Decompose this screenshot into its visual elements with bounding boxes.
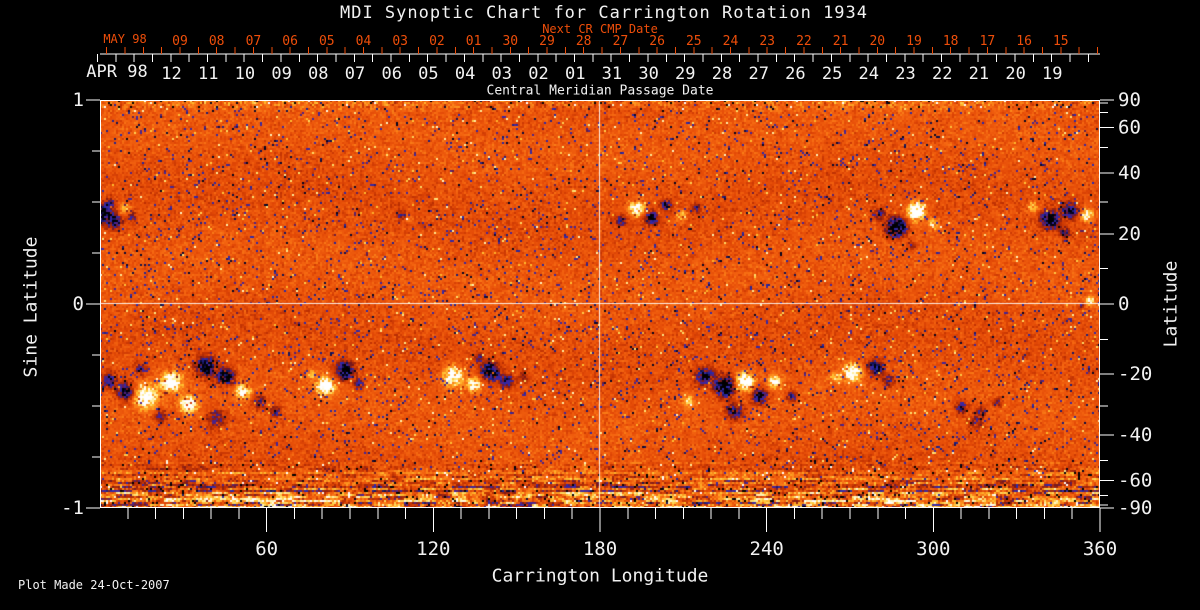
next-cr-day-label: 06	[282, 34, 298, 49]
cmp-day-label: 28	[712, 64, 732, 84]
longitude-tick-label: 180	[583, 538, 617, 560]
sine-latitude-axis-title: Sine Latitude	[20, 236, 42, 378]
cmp-day-label: 30	[638, 64, 658, 84]
latitude-tick-label: 40	[1118, 162, 1141, 184]
latitude-tick-label: 0	[1118, 293, 1129, 315]
magnetogram-image	[100, 100, 1100, 508]
next-cr-day-label: 19	[906, 34, 922, 49]
cmp-day-label: 12	[161, 64, 181, 84]
cmp-day-label: 01	[565, 64, 585, 84]
next-cr-day-label: 17	[980, 34, 996, 49]
next-cr-day-label: 16	[1016, 34, 1032, 49]
carrington-longitude-axis-title: Carrington Longitude	[491, 565, 709, 587]
latitude-axis-title: Latitude	[1160, 260, 1182, 348]
next-cr-day-label: 05	[319, 34, 335, 49]
cmp-day-label: 02	[528, 64, 548, 84]
next-cr-month-label: MAY 98	[103, 32, 147, 46]
cmp-day-label: 19	[1042, 64, 1062, 84]
cmp-day-label: 05	[418, 64, 438, 84]
next-cr-day-label: 27	[613, 34, 629, 49]
latitude-tick-label: -40	[1118, 424, 1152, 446]
cmp-day-label: 22	[932, 64, 952, 84]
next-cr-day-label: 04	[356, 34, 372, 49]
cmp-day-label: 06	[381, 64, 401, 84]
next-cr-day-label: 23	[759, 34, 775, 49]
next-cr-day-label: 15	[1053, 34, 1069, 49]
next-cr-day-label: 09	[172, 34, 188, 49]
cmp-day-label: 24	[859, 64, 879, 84]
plot-made-timestamp: Plot Made 24-Oct-2007	[18, 578, 170, 592]
cmp-day-label: 25	[822, 64, 842, 84]
sine-lat-tick-label: -1	[61, 497, 84, 519]
cmp-day-label: 21	[969, 64, 989, 84]
cmp-day-label: 31	[602, 64, 622, 84]
cmp-day-label: 27	[748, 64, 768, 84]
latitude-tick-label: 60	[1118, 116, 1141, 138]
next-cr-day-label: 28	[576, 34, 592, 49]
cmp-day-label: 04	[455, 64, 475, 84]
cmp-month-label: APR 98	[86, 62, 148, 82]
cmp-day-label: 29	[675, 64, 695, 84]
latitude-tick-label: 20	[1118, 223, 1141, 245]
sine-lat-tick-label: 0	[73, 293, 84, 315]
next-cr-day-label: 24	[723, 34, 739, 49]
next-cr-day-label: 26	[649, 34, 665, 49]
next-cr-day-label: 29	[539, 34, 555, 49]
sine-lat-tick-label: 1	[73, 89, 84, 111]
cmp-day-label: 11	[198, 64, 218, 84]
next-cr-cmp-date-label: Next CR CMP Date	[542, 22, 658, 36]
cmp-day-label: 09	[271, 64, 291, 84]
next-cr-day-label: 22	[796, 34, 812, 49]
longitude-tick-label: 60	[255, 538, 278, 560]
longitude-tick-label: 300	[916, 538, 950, 560]
longitude-tick-label: 360	[1083, 538, 1117, 560]
cmp-day-label: 07	[345, 64, 365, 84]
cmp-day-label: 26	[785, 64, 805, 84]
latitude-tick-label: -60	[1118, 470, 1152, 492]
next-cr-day-label: 03	[392, 34, 408, 49]
next-cr-day-label: 21	[833, 34, 849, 49]
central-meridian-passage-label: Central Meridian Passage Date	[486, 83, 714, 99]
latitude-tick-label: -20	[1118, 363, 1152, 385]
longitude-tick-label: 120	[416, 538, 450, 560]
cmp-day-label: 08	[308, 64, 328, 84]
next-cr-day-label: 07	[246, 34, 262, 49]
next-cr-day-label: 08	[209, 34, 225, 49]
latitude-tick-label: -90	[1118, 497, 1152, 519]
cmp-day-label: 03	[492, 64, 512, 84]
next-cr-day-label: 20	[869, 34, 885, 49]
next-cr-day-label: 25	[686, 34, 702, 49]
next-cr-day-label: 02	[429, 34, 445, 49]
longitude-tick-label: 240	[750, 538, 784, 560]
next-cr-day-label: 18	[943, 34, 959, 49]
latitude-tick-label: 90	[1118, 89, 1141, 111]
next-cr-day-label: 30	[502, 34, 518, 49]
next-cr-day-label: 01	[466, 34, 482, 49]
cmp-day-label: 10	[235, 64, 255, 84]
cmp-day-label: 20	[1005, 64, 1025, 84]
cmp-day-label: 23	[895, 64, 915, 84]
page-title: MDI Synoptic Chart for Carrington Rotati…	[339, 3, 869, 23]
